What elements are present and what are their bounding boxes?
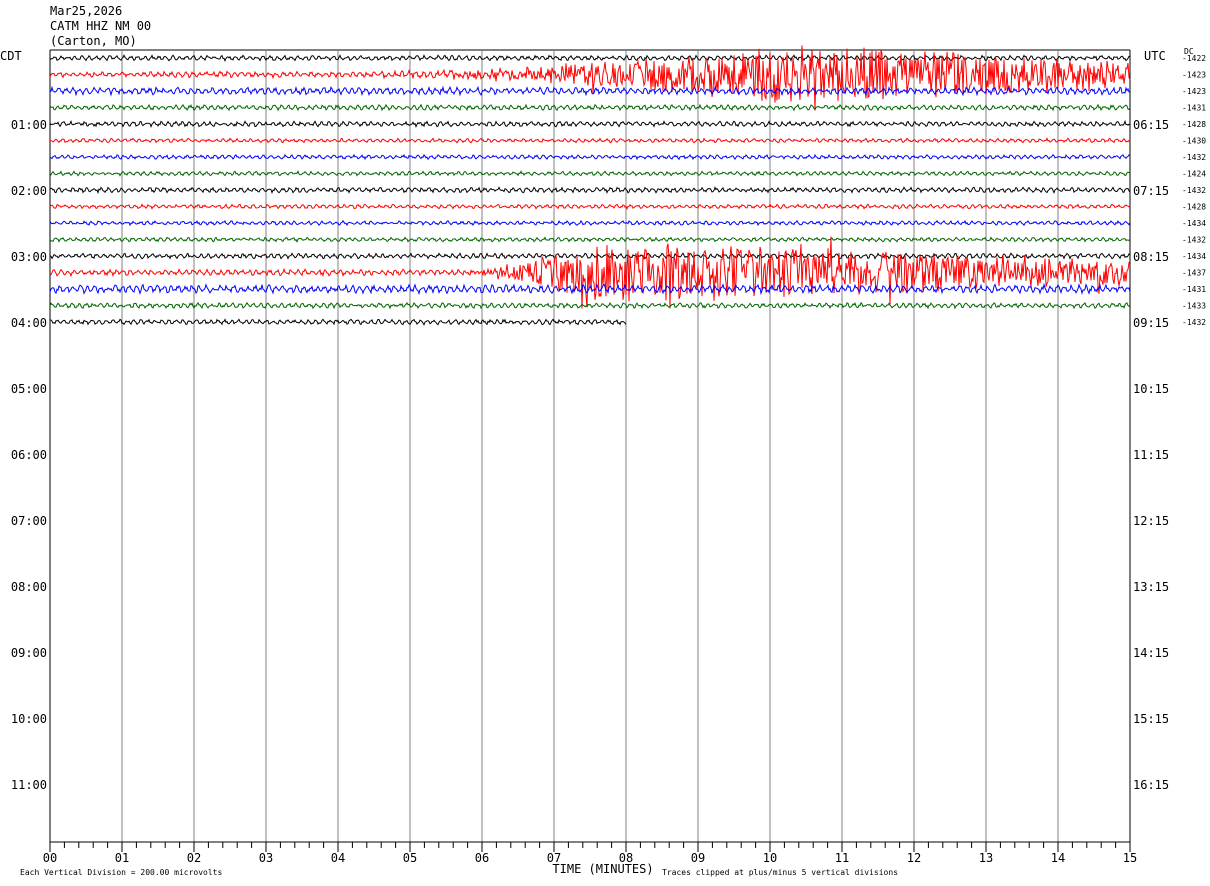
seismogram-trace (49, 137, 1131, 144)
x-tick-label: 14 (1051, 851, 1065, 865)
x-tick-label: 10 (763, 851, 777, 865)
seismogram-trace (49, 119, 1131, 128)
seismogram-trace (49, 85, 1131, 97)
x-tick-label: 09 (691, 851, 705, 865)
dc-offset-header: DC (1184, 47, 1194, 56)
dc-offset-label: -1423 (1182, 87, 1206, 96)
cdt-hour-label: 03:00 (11, 250, 47, 264)
utc-hour-label: 14:15 (1133, 646, 1169, 660)
utc-hour-label: 15:15 (1133, 712, 1169, 726)
seismogram-trace (49, 170, 1131, 177)
dc-offset-label: -1423 (1182, 71, 1206, 80)
utc-hour-label: 13:15 (1133, 580, 1169, 594)
x-tick-label: 01 (115, 851, 129, 865)
utc-hour-label: 06:15 (1133, 118, 1169, 132)
x-axis-title: TIME (MINUTES) (552, 862, 653, 876)
x-tick-label: 07 (547, 851, 561, 865)
cdt-hour-label: 04:00 (11, 316, 47, 330)
x-tick-label: 13 (979, 851, 993, 865)
seismogram-trace (49, 54, 1131, 62)
header-date: Mar25,2026 (50, 4, 123, 18)
dc-offset-label: -1431 (1182, 285, 1206, 294)
dc-offset-label: -1434 (1182, 219, 1206, 228)
cdt-hour-label: 05:00 (11, 382, 47, 396)
dc-offset-label: -1432 (1182, 236, 1206, 245)
dc-offset-label: -1437 (1182, 269, 1206, 278)
utc-hour-label: 10:15 (1133, 382, 1169, 396)
seismogram-trace (49, 219, 1131, 227)
cdt-hour-label: 06:00 (11, 448, 47, 462)
utc-hour-label: 12:15 (1133, 514, 1169, 528)
cdt-hour-label: 08:00 (11, 580, 47, 594)
seismogram-trace (49, 301, 1131, 310)
x-tick-label: 06 (475, 851, 489, 865)
utc-hour-label: 07:15 (1133, 184, 1169, 198)
header-station: CATM HHZ NM 00 (50, 19, 152, 33)
cdt-hour-label: 11:00 (11, 778, 47, 792)
utc-hour-label: 08:15 (1133, 250, 1169, 264)
dc-offset-label: -1433 (1182, 302, 1206, 311)
seismogram-trace (49, 153, 1131, 161)
utc-hour-label: 11:15 (1133, 448, 1169, 462)
dc-offset-label: -1434 (1182, 252, 1206, 261)
right-timezone-label: UTC (1144, 49, 1166, 63)
utc-hour-label: 16:15 (1133, 778, 1169, 792)
dc-offset-label: -1422 (1182, 54, 1206, 63)
header-location: (Carton, MO) (50, 34, 137, 48)
seismogram-trace (49, 203, 1131, 210)
x-tick-label: 02 (187, 851, 201, 865)
utc-hour-label: 09:15 (1133, 316, 1169, 330)
cdt-hour-label: 09:00 (11, 646, 47, 660)
seismogram-trace (49, 103, 1131, 112)
clip-note: Traces clipped at plus/minus 5 vertical … (662, 868, 898, 877)
cdt-hour-label: 07:00 (11, 514, 47, 528)
seismogram-trace (49, 252, 1131, 260)
x-tick-label: 04 (331, 851, 345, 865)
x-tick-label: 03 (259, 851, 273, 865)
dc-offset-label: -1432 (1182, 318, 1206, 327)
dc-offset-label: -1428 (1182, 120, 1206, 129)
scale-note: Each Vertical Division = 200.00 microvol… (20, 868, 222, 877)
cdt-hour-label: 02:00 (11, 184, 47, 198)
x-tick-label: 11 (835, 851, 849, 865)
cdt-hour-label: 10:00 (11, 712, 47, 726)
x-tick-label: 08 (619, 851, 633, 865)
seismogram-trace (50, 318, 627, 326)
x-tick-label: 12 (907, 851, 921, 865)
left-timezone-label: CDT (0, 49, 22, 63)
dc-offset-label: -1432 (1182, 186, 1206, 195)
dc-offset-label: -1432 (1182, 153, 1206, 162)
dc-offset-label: -1431 (1182, 104, 1206, 113)
x-tick-label: 05 (403, 851, 417, 865)
dc-offset-label: -1428 (1182, 203, 1206, 212)
seismogram-trace (49, 45, 1131, 111)
seismogram-trace (49, 282, 1131, 296)
x-tick-label: 15 (1123, 851, 1137, 865)
x-tick-label: 00 (43, 851, 57, 865)
dc-offset-label: -1430 (1182, 137, 1206, 146)
seismogram-trace (49, 236, 1131, 309)
dc-offset-label: -1424 (1182, 170, 1206, 179)
cdt-hour-label: 01:00 (11, 118, 47, 132)
seismogram-trace (49, 236, 1131, 243)
seismogram-trace (49, 186, 1131, 195)
